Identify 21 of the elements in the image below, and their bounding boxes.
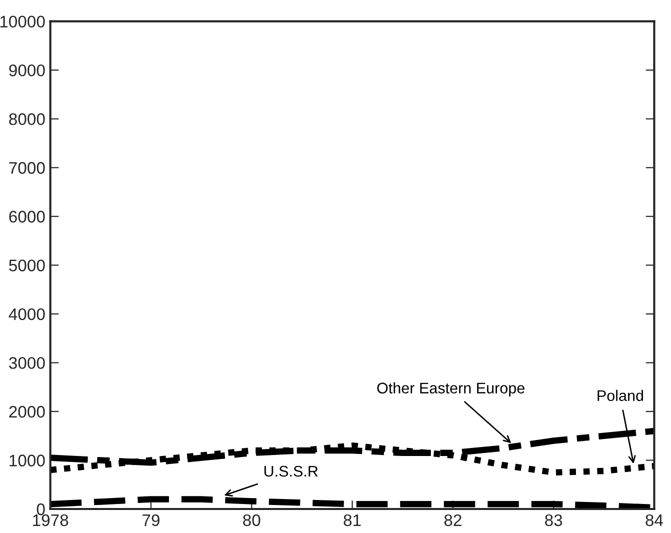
series-label: U.S.S.R (264, 466, 318, 477)
x-tick-label: 79 (142, 514, 160, 526)
y-tick-label: 10000 (0, 16, 45, 28)
y-tick-label: 1000 (10, 454, 45, 466)
y-tick-label: 6000 (9, 210, 45, 223)
y-tick-label: 7000 (9, 162, 45, 174)
y-tick-label: 3000 (9, 357, 45, 369)
y-tick-label: 0 (36, 503, 45, 516)
y-tick-label: 9000 (9, 64, 45, 76)
y-tick-label: 4000 (8, 308, 45, 320)
y-tick-label: 2000 (9, 406, 45, 418)
x-tick-label: 82 (444, 514, 462, 526)
text: Poland (598, 390, 644, 402)
y-tick-label: 8000 (9, 113, 45, 126)
x-tick-label: 84 (646, 514, 664, 526)
x-tick-label: 81 (344, 514, 361, 526)
x-tick-label: 80 (243, 514, 260, 526)
x-tick-label: 1978 (33, 514, 68, 526)
text: Other Eastern Europe (377, 382, 524, 397)
x-tick-label: 83 (545, 514, 562, 526)
y-tick-label: 5000 (9, 260, 45, 272)
